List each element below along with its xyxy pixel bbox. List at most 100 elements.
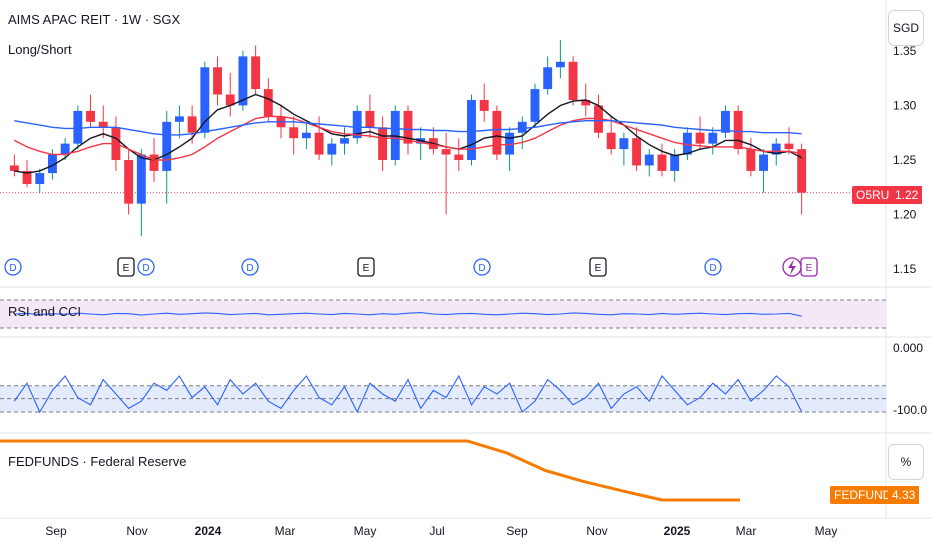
cci-pane	[0, 374, 886, 414]
candle-body	[759, 154, 768, 171]
candle-body	[162, 121, 172, 171]
candle-body	[492, 110, 502, 155]
candle-body	[22, 170, 32, 184]
candle-body	[784, 143, 794, 150]
x-tick-label: Jul	[429, 524, 444, 538]
candle-body	[149, 154, 159, 171]
candle-body	[251, 56, 261, 90]
fedfunds-line	[0, 439, 740, 502]
candle-body	[568, 61, 578, 100]
candle-body	[225, 94, 235, 106]
symbol-title[interactable]: AIMS APAC REIT · 1W · SGX	[8, 12, 181, 27]
currency-button[interactable]: SGD	[888, 10, 924, 46]
candle-body	[35, 173, 45, 184]
candle-body	[289, 127, 299, 139]
x-tick-label: 2024	[195, 524, 222, 538]
candle-body	[301, 132, 311, 139]
strategy-label[interactable]: Long/Short	[8, 42, 72, 57]
candle-body	[670, 154, 680, 171]
dividend-marker-icon	[473, 258, 491, 276]
fedfunds-tag-value: 4.33	[888, 486, 920, 504]
candle-body	[581, 100, 591, 106]
fedfunds-tag-symbol: FEDFUNDS	[830, 486, 904, 504]
dividend-marker-letter: D	[478, 263, 485, 274]
cci-tick-label: -100.0	[893, 403, 927, 417]
moving-average-line-1	[13, 115, 802, 161]
candle-body	[352, 110, 362, 139]
fedfunds-label[interactable]: FEDFUNDS · Federal Reserve	[8, 454, 187, 469]
lightning-icon	[788, 259, 796, 275]
earnings-marker-icon	[589, 257, 607, 277]
candle-body	[200, 67, 210, 133]
x-tick-label: Nov	[126, 524, 147, 538]
earnings-marker-letter: E	[595, 263, 602, 274]
dividend-marker-icon	[704, 258, 722, 276]
price-tick-label: 1.30	[893, 98, 917, 112]
candle-body	[60, 143, 70, 155]
candle-body	[619, 138, 629, 150]
earnings-marker-icon	[117, 257, 135, 277]
candle-body	[86, 110, 95, 122]
price-tick-label: 1.20	[893, 208, 917, 222]
candle-body	[695, 132, 705, 144]
candle-body	[454, 154, 464, 160]
candle-body	[657, 154, 667, 171]
candle-body	[9, 165, 19, 171]
candle-body	[721, 110, 730, 133]
candle-body	[48, 154, 57, 174]
candle-body	[733, 110, 743, 150]
price-tag-symbol: O5RU	[852, 186, 894, 204]
earnings-marker-letter: E	[363, 263, 370, 274]
price-tick-label: 1.35	[893, 44, 917, 58]
candle-body	[263, 89, 273, 117]
candle-body	[555, 61, 565, 68]
candle-body	[340, 138, 349, 144]
earnings-marker-icon	[357, 257, 375, 277]
rsi-cci-label[interactable]: RSI and CCI	[8, 304, 81, 319]
candle-body	[73, 110, 83, 144]
x-tick-label: Nov	[586, 524, 607, 538]
upcoming-earnings-icon	[800, 257, 818, 277]
x-tick-label: Mar	[736, 524, 757, 538]
x-tick-label: 2025	[664, 524, 691, 538]
candle-body	[441, 149, 451, 155]
candle-body	[708, 132, 718, 144]
dividend-marker-letter: D	[246, 263, 253, 274]
dividend-marker-icon	[137, 258, 155, 276]
cci-line	[13, 374, 803, 414]
candle-body	[479, 100, 489, 111]
cci-tick-label: 0.000	[893, 341, 923, 355]
candle-body	[124, 160, 134, 204]
candle-body	[98, 121, 108, 128]
axis-layer: 1.35 1.30 1.25 1.20 1.15 0.000 -100.0 Sep Nov 202…	[45, 44, 927, 538]
candle-body	[403, 110, 413, 144]
price-tag-value: 1.22	[891, 186, 923, 204]
candle-body	[505, 132, 515, 155]
x-tick-label: Mar	[275, 524, 296, 538]
candle-body	[530, 89, 540, 122]
candle-body	[213, 67, 222, 95]
rsi-pane	[0, 299, 886, 329]
candle-body	[314, 132, 324, 155]
fedfunds-unit-button[interactable]: %	[888, 444, 924, 480]
candle-body	[187, 116, 197, 133]
dividend-marker-icon	[4, 258, 22, 276]
dividend-marker-icon	[241, 258, 259, 276]
candle-body	[174, 116, 184, 122]
candle-body	[517, 121, 527, 133]
x-tick-label: May	[354, 524, 377, 538]
candle-body	[746, 149, 756, 171]
moving-average-line-2	[14, 119, 802, 136]
price-tick-label: 1.15	[893, 262, 917, 276]
candle-body	[644, 154, 654, 166]
candle-body	[771, 143, 781, 155]
candle-body	[543, 67, 553, 90]
candle-body	[797, 149, 807, 193]
candle-body	[327, 143, 337, 155]
x-tick-label: May	[815, 524, 838, 538]
candle-body	[606, 132, 616, 150]
candle-body	[136, 154, 146, 204]
